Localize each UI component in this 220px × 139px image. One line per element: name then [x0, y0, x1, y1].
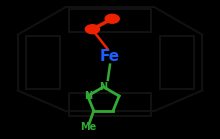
- Circle shape: [85, 25, 99, 34]
- Circle shape: [105, 14, 119, 23]
- Text: Me: Me: [80, 122, 96, 132]
- Text: N: N: [84, 91, 92, 101]
- Text: N: N: [99, 82, 107, 92]
- Text: Fe: Fe: [100, 49, 120, 64]
